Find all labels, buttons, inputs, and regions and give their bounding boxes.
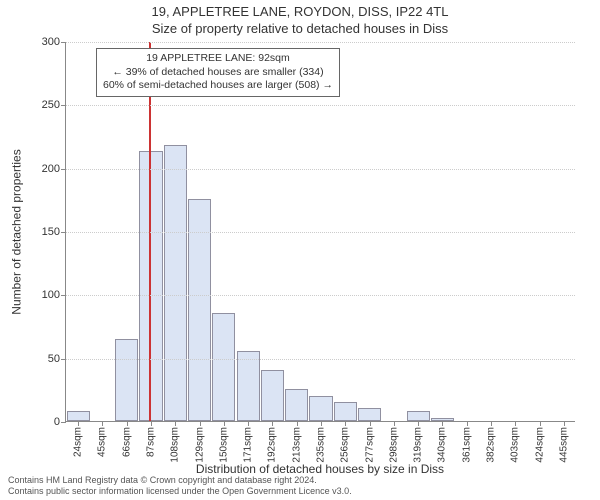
x-tick-label: 403sqm [510, 427, 521, 463]
y-tick [61, 422, 66, 423]
footer-line2: Contains public sector information licen… [8, 486, 352, 496]
bar [164, 145, 187, 421]
bar [67, 411, 90, 421]
x-tick [564, 421, 565, 426]
x-tick [102, 421, 103, 426]
y-tick [61, 105, 66, 106]
bar [285, 389, 308, 421]
x-tick-label: 445sqm [558, 427, 569, 463]
y-tick [61, 42, 66, 43]
x-tick [418, 421, 419, 426]
gridline [66, 232, 575, 233]
y-tick-label: 250 [42, 99, 60, 111]
x-tick [248, 421, 249, 426]
y-tick-label: 50 [48, 353, 60, 365]
footer: Contains HM Land Registry data © Crown c… [8, 475, 352, 496]
x-tick-label: 192sqm [267, 427, 278, 463]
y-axis-label: Number of detached properties [10, 42, 24, 422]
x-tick [491, 421, 492, 426]
x-tick-label: 66sqm [121, 427, 132, 457]
annotation-line2: ← 39% of detached houses are smaller (33… [103, 66, 333, 80]
x-axis-label: Distribution of detached houses by size … [65, 462, 575, 476]
bar [334, 402, 357, 421]
x-tick-label: 361sqm [461, 427, 472, 463]
gridline [66, 295, 575, 296]
x-tick [78, 421, 79, 426]
chart-container: 19, APPLETREE LANE, ROYDON, DISS, IP22 4… [0, 0, 600, 500]
x-tick-label: 213sqm [291, 427, 302, 463]
annotation-line3: 60% of semi-detached houses are larger (… [103, 79, 333, 93]
x-tick [321, 421, 322, 426]
y-tick-label: 300 [42, 36, 60, 48]
gridline [66, 105, 575, 106]
y-tick [61, 232, 66, 233]
x-tick-label: 382sqm [486, 427, 497, 463]
x-tick [345, 421, 346, 426]
gridline [66, 42, 575, 43]
y-tick [61, 169, 66, 170]
bar [115, 339, 138, 421]
x-tick [394, 421, 395, 426]
bar [309, 396, 332, 421]
x-tick-label: 150sqm [218, 427, 229, 463]
x-tick-label: 256sqm [340, 427, 351, 463]
footer-line1: Contains HM Land Registry data © Crown c… [8, 475, 352, 485]
x-tick [127, 421, 128, 426]
y-tick-label: 200 [42, 163, 60, 175]
x-tick-label: 298sqm [388, 427, 399, 463]
x-tick [467, 421, 468, 426]
x-tick [175, 421, 176, 426]
x-tick-label: 171sqm [243, 427, 254, 463]
x-tick [151, 421, 152, 426]
y-tick [61, 359, 66, 360]
x-tick [515, 421, 516, 426]
x-tick [200, 421, 201, 426]
x-tick [442, 421, 443, 426]
bar [139, 151, 162, 421]
x-tick [297, 421, 298, 426]
gridline [66, 169, 575, 170]
bar [237, 351, 260, 421]
bar [212, 313, 235, 421]
bar [358, 408, 381, 421]
title-line1: 19, APPLETREE LANE, ROYDON, DISS, IP22 4… [0, 4, 600, 19]
y-tick [61, 295, 66, 296]
y-tick-label: 150 [42, 226, 60, 238]
x-tick-label: 129sqm [194, 427, 205, 463]
x-tick [370, 421, 371, 426]
x-tick-label: 108sqm [170, 427, 181, 463]
bar [261, 370, 284, 421]
x-tick-label: 424sqm [534, 427, 545, 463]
annotation-line1: 19 APPLETREE LANE: 92sqm [103, 52, 333, 66]
plot-area: 19 APPLETREE LANE: 92sqm ← 39% of detach… [65, 42, 575, 422]
x-tick [224, 421, 225, 426]
x-tick [272, 421, 273, 426]
bar [407, 411, 430, 421]
gridline [66, 359, 575, 360]
x-tick-label: 24sqm [73, 427, 84, 457]
x-tick-label: 277sqm [364, 427, 375, 463]
x-tick-label: 319sqm [413, 427, 424, 463]
x-tick-label: 340sqm [437, 427, 448, 463]
x-tick-label: 45sqm [97, 427, 108, 457]
annotation-box: 19 APPLETREE LANE: 92sqm ← 39% of detach… [96, 48, 340, 97]
y-tick-label: 0 [54, 416, 60, 428]
title-line2: Size of property relative to detached ho… [0, 21, 600, 36]
x-tick [540, 421, 541, 426]
x-tick-label: 235sqm [316, 427, 327, 463]
x-tick-label: 87sqm [146, 427, 157, 457]
y-tick-label: 100 [42, 289, 60, 301]
